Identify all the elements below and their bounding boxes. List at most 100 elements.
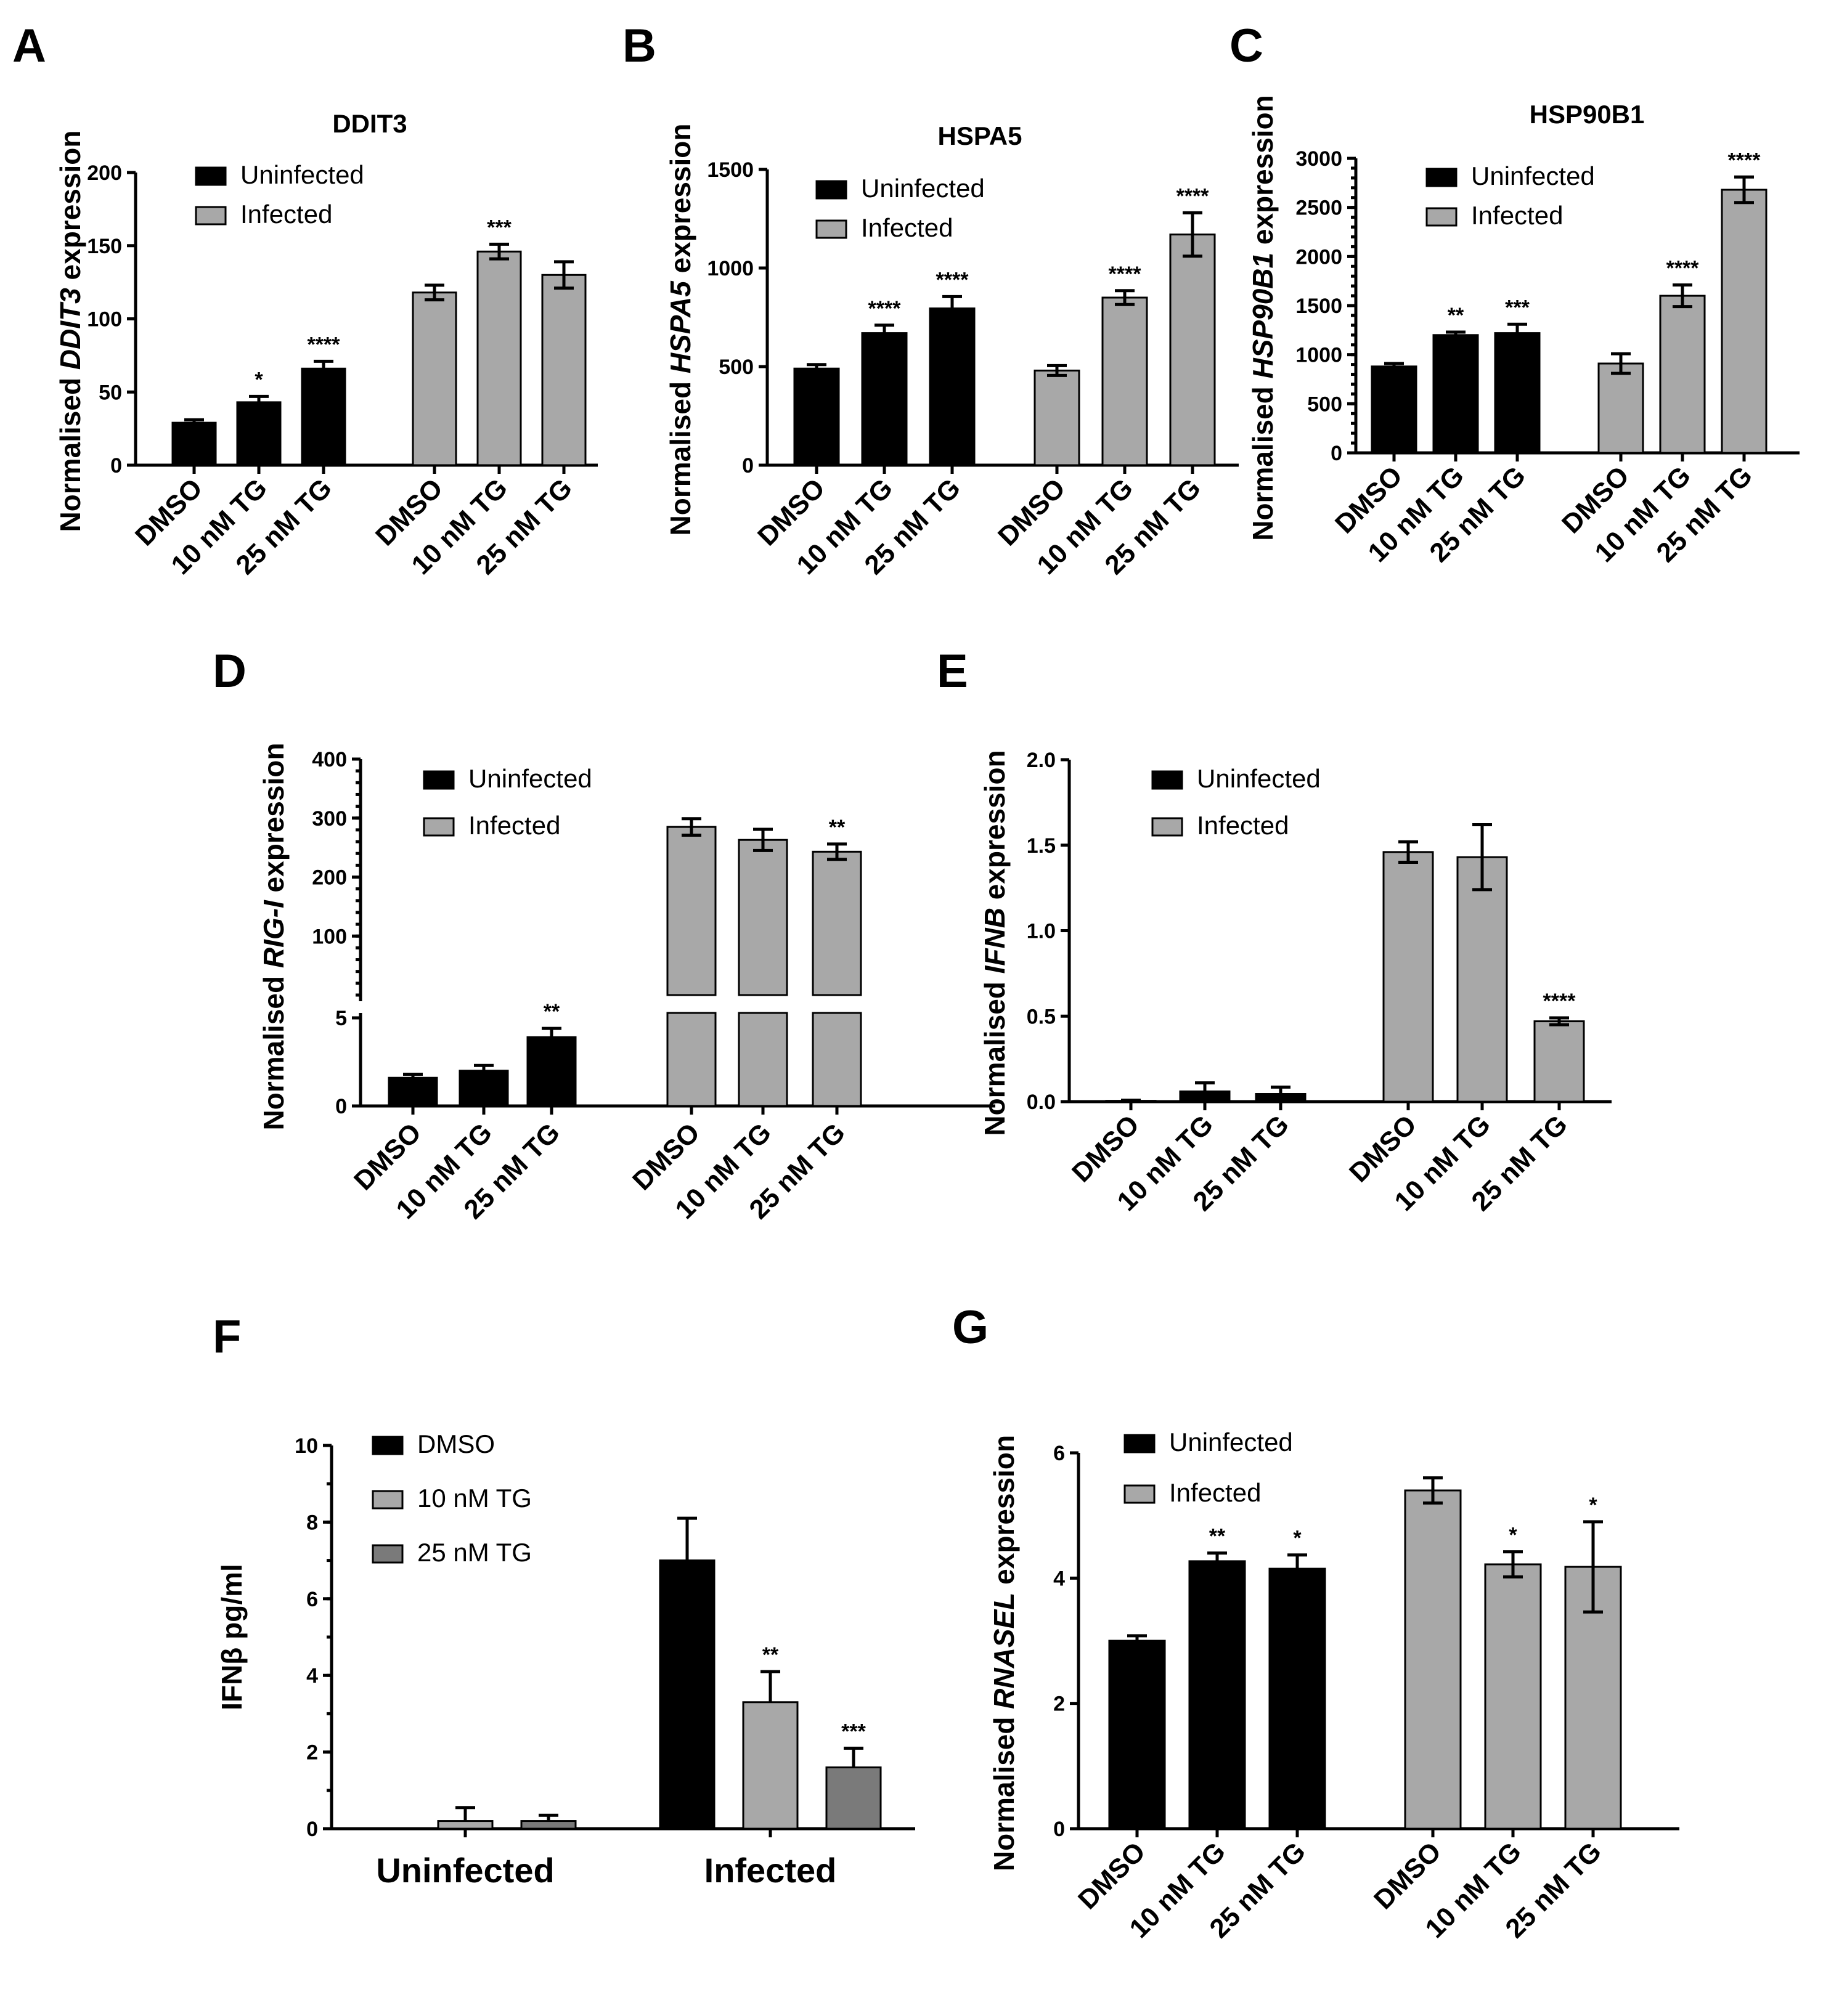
panel-letter: A — [12, 20, 46, 72]
significance-marker: *** — [841, 1720, 866, 1743]
bar-infected — [1382, 851, 1434, 1103]
y-axis-label-suffix: expression — [1247, 95, 1279, 253]
significance-marker: **** — [308, 333, 341, 356]
bar-infected-lower — [738, 1012, 788, 1107]
y-axis-label-prefix: Normalised — [54, 370, 86, 532]
bar-uninfected — [793, 367, 840, 466]
panel-E-ytick-label: 0.5 — [1027, 1005, 1056, 1028]
legend-label-uninfected: Uninfected — [240, 160, 364, 189]
significance-marker: * — [1509, 1524, 1517, 1547]
bar-infected-upper — [666, 826, 717, 996]
x-group-label: Infected — [704, 1851, 837, 1890]
legend-swatch-uninfected — [195, 166, 227, 186]
y-axis-label-prefix: Normalised — [664, 373, 696, 535]
bar-infected — [1533, 1020, 1585, 1103]
y-axis-label: IFNβ pg/ml — [216, 1564, 248, 1710]
panel-letter: G — [952, 1301, 989, 1354]
panel-A-ytick-label: 200 — [87, 161, 122, 185]
legend-label-infected: Infected — [861, 213, 953, 242]
panel-G-ytick-label: 0 — [1053, 1818, 1065, 1841]
significance-marker: ** — [829, 816, 846, 839]
bar-uninfected — [171, 421, 217, 466]
chart-title: DDIT3 — [332, 109, 407, 138]
ytick-label: 5 — [335, 1007, 347, 1030]
panel-E-ytick-label: 0.0 — [1027, 1091, 1056, 1114]
legend-swatch-tg25 — [372, 1544, 404, 1564]
significance-marker: **** — [1176, 184, 1210, 208]
panel-B-ytick-label: 1500 — [707, 158, 754, 182]
bar-infected — [1101, 296, 1148, 466]
significance-marker: **** — [868, 297, 902, 320]
legend-label-infected: Infected — [1197, 811, 1289, 840]
significance-marker: *** — [487, 216, 512, 239]
bar-infected-upper — [738, 839, 788, 996]
panel-A-ytick-label: 100 — [87, 308, 122, 331]
y-axis-label-suffix: expression — [54, 131, 86, 288]
legend-label-tg10: 10 nM TG — [417, 1484, 532, 1513]
ytick-label: 300 — [312, 807, 347, 831]
chart-title: HSPA5 — [938, 121, 1022, 150]
bar-infected-lower — [666, 1012, 717, 1107]
ytick-label: 200 — [312, 866, 347, 890]
significance-marker: * — [1293, 1527, 1302, 1550]
panel-C-ytick-label: 2500 — [1295, 197, 1342, 220]
panel-E-ytick-label: 2.0 — [1027, 749, 1056, 772]
bar-infected — [1034, 369, 1080, 466]
bar-uninfected — [1432, 334, 1479, 454]
panel-F-ytick-label: 0 — [306, 1818, 318, 1841]
x-group-label: Uninfected — [376, 1851, 554, 1890]
panel-A-ytick-label: 50 — [99, 381, 122, 404]
legend-label-uninfected: Uninfected — [1169, 1428, 1293, 1457]
y-axis-label-gene: DDIT3 — [54, 288, 86, 370]
bar-uninfected — [1108, 1640, 1166, 1830]
legend-swatch-infected — [195, 206, 227, 226]
significance-marker: **** — [1543, 990, 1576, 1013]
y-axis-label: Normalised RNASEL expression — [988, 1435, 1020, 1871]
legend-label-uninfected: Uninfected — [1471, 161, 1595, 190]
bar-infected — [1721, 189, 1767, 454]
bar-infected — [476, 250, 522, 466]
significance-marker: *** — [1505, 296, 1530, 319]
bar-infected — [1659, 295, 1706, 454]
legend-label-infected: Infected — [1169, 1478, 1261, 1507]
panel-C-ytick-label: 3000 — [1295, 147, 1342, 171]
legend-label-uninfected: Uninfected — [468, 764, 592, 793]
bar-infected-lower — [812, 1012, 862, 1107]
bar-uninfected — [1268, 1567, 1326, 1830]
y-axis-label-gene: HSP90B1 — [1247, 253, 1279, 379]
legend-swatch-uninfected — [815, 180, 847, 200]
y-axis-label: Normalised HSP90B1 expression — [1247, 95, 1279, 541]
legend-swatch-infected — [423, 817, 455, 837]
panel-C-ytick-label: 0 — [1331, 442, 1342, 465]
bar-infected — [1404, 1489, 1462, 1830]
bar-infected — [1597, 362, 1644, 454]
bar-uninfected — [1371, 365, 1417, 454]
y-axis-label-prefix: Normalised — [258, 968, 290, 1130]
y-axis-label-gene: RNASEL — [988, 1593, 1020, 1709]
panel-E-ytick-label: 1.0 — [1027, 920, 1056, 943]
bar-uninfected — [236, 401, 282, 466]
significance-marker: **** — [1666, 257, 1700, 280]
ytick-label: 0 — [335, 1095, 347, 1118]
bar-infected — [541, 274, 587, 466]
significance-marker: ** — [762, 1643, 779, 1667]
significance-marker: ** — [1209, 1525, 1226, 1548]
legend-label-infected: Infected — [240, 200, 332, 229]
panel-G-ytick-label: 4 — [1053, 1567, 1065, 1590]
legend-swatch-uninfected — [1425, 168, 1458, 187]
panel-F-ytick-label: 10 — [295, 1434, 318, 1458]
ytick-label: 100 — [312, 925, 347, 948]
panel-C-ytick-label: 1500 — [1295, 295, 1342, 318]
legend-label-uninfected: Uninfected — [861, 174, 985, 203]
panel-F-ytick-label: 8 — [306, 1511, 318, 1534]
chart-title: HSP90B1 — [1530, 100, 1645, 129]
panel-B-ytick-label: 500 — [719, 356, 754, 379]
bar-uninfected — [929, 307, 976, 466]
bar-uninfected — [1188, 1560, 1246, 1830]
legend-swatch-infected — [1123, 1484, 1156, 1504]
x-tick-label: DMSO — [1368, 1836, 1447, 1915]
panel-A-ytick-label: 150 — [87, 235, 122, 258]
